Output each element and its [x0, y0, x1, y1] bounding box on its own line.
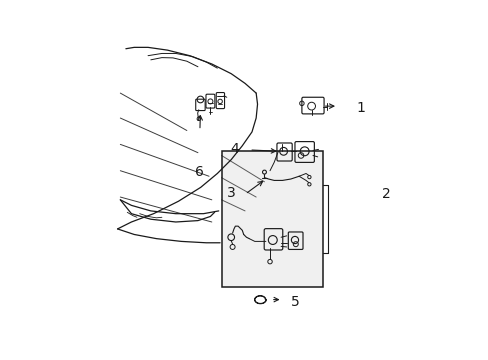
Text: 2: 2 — [382, 187, 390, 201]
Bar — [221, 151, 322, 287]
Text: 3: 3 — [226, 186, 235, 200]
Text: 5: 5 — [290, 296, 299, 309]
Text: 1: 1 — [355, 102, 364, 115]
Text: 4: 4 — [230, 141, 239, 156]
Bar — [221, 151, 322, 287]
Text: 6: 6 — [195, 165, 203, 179]
